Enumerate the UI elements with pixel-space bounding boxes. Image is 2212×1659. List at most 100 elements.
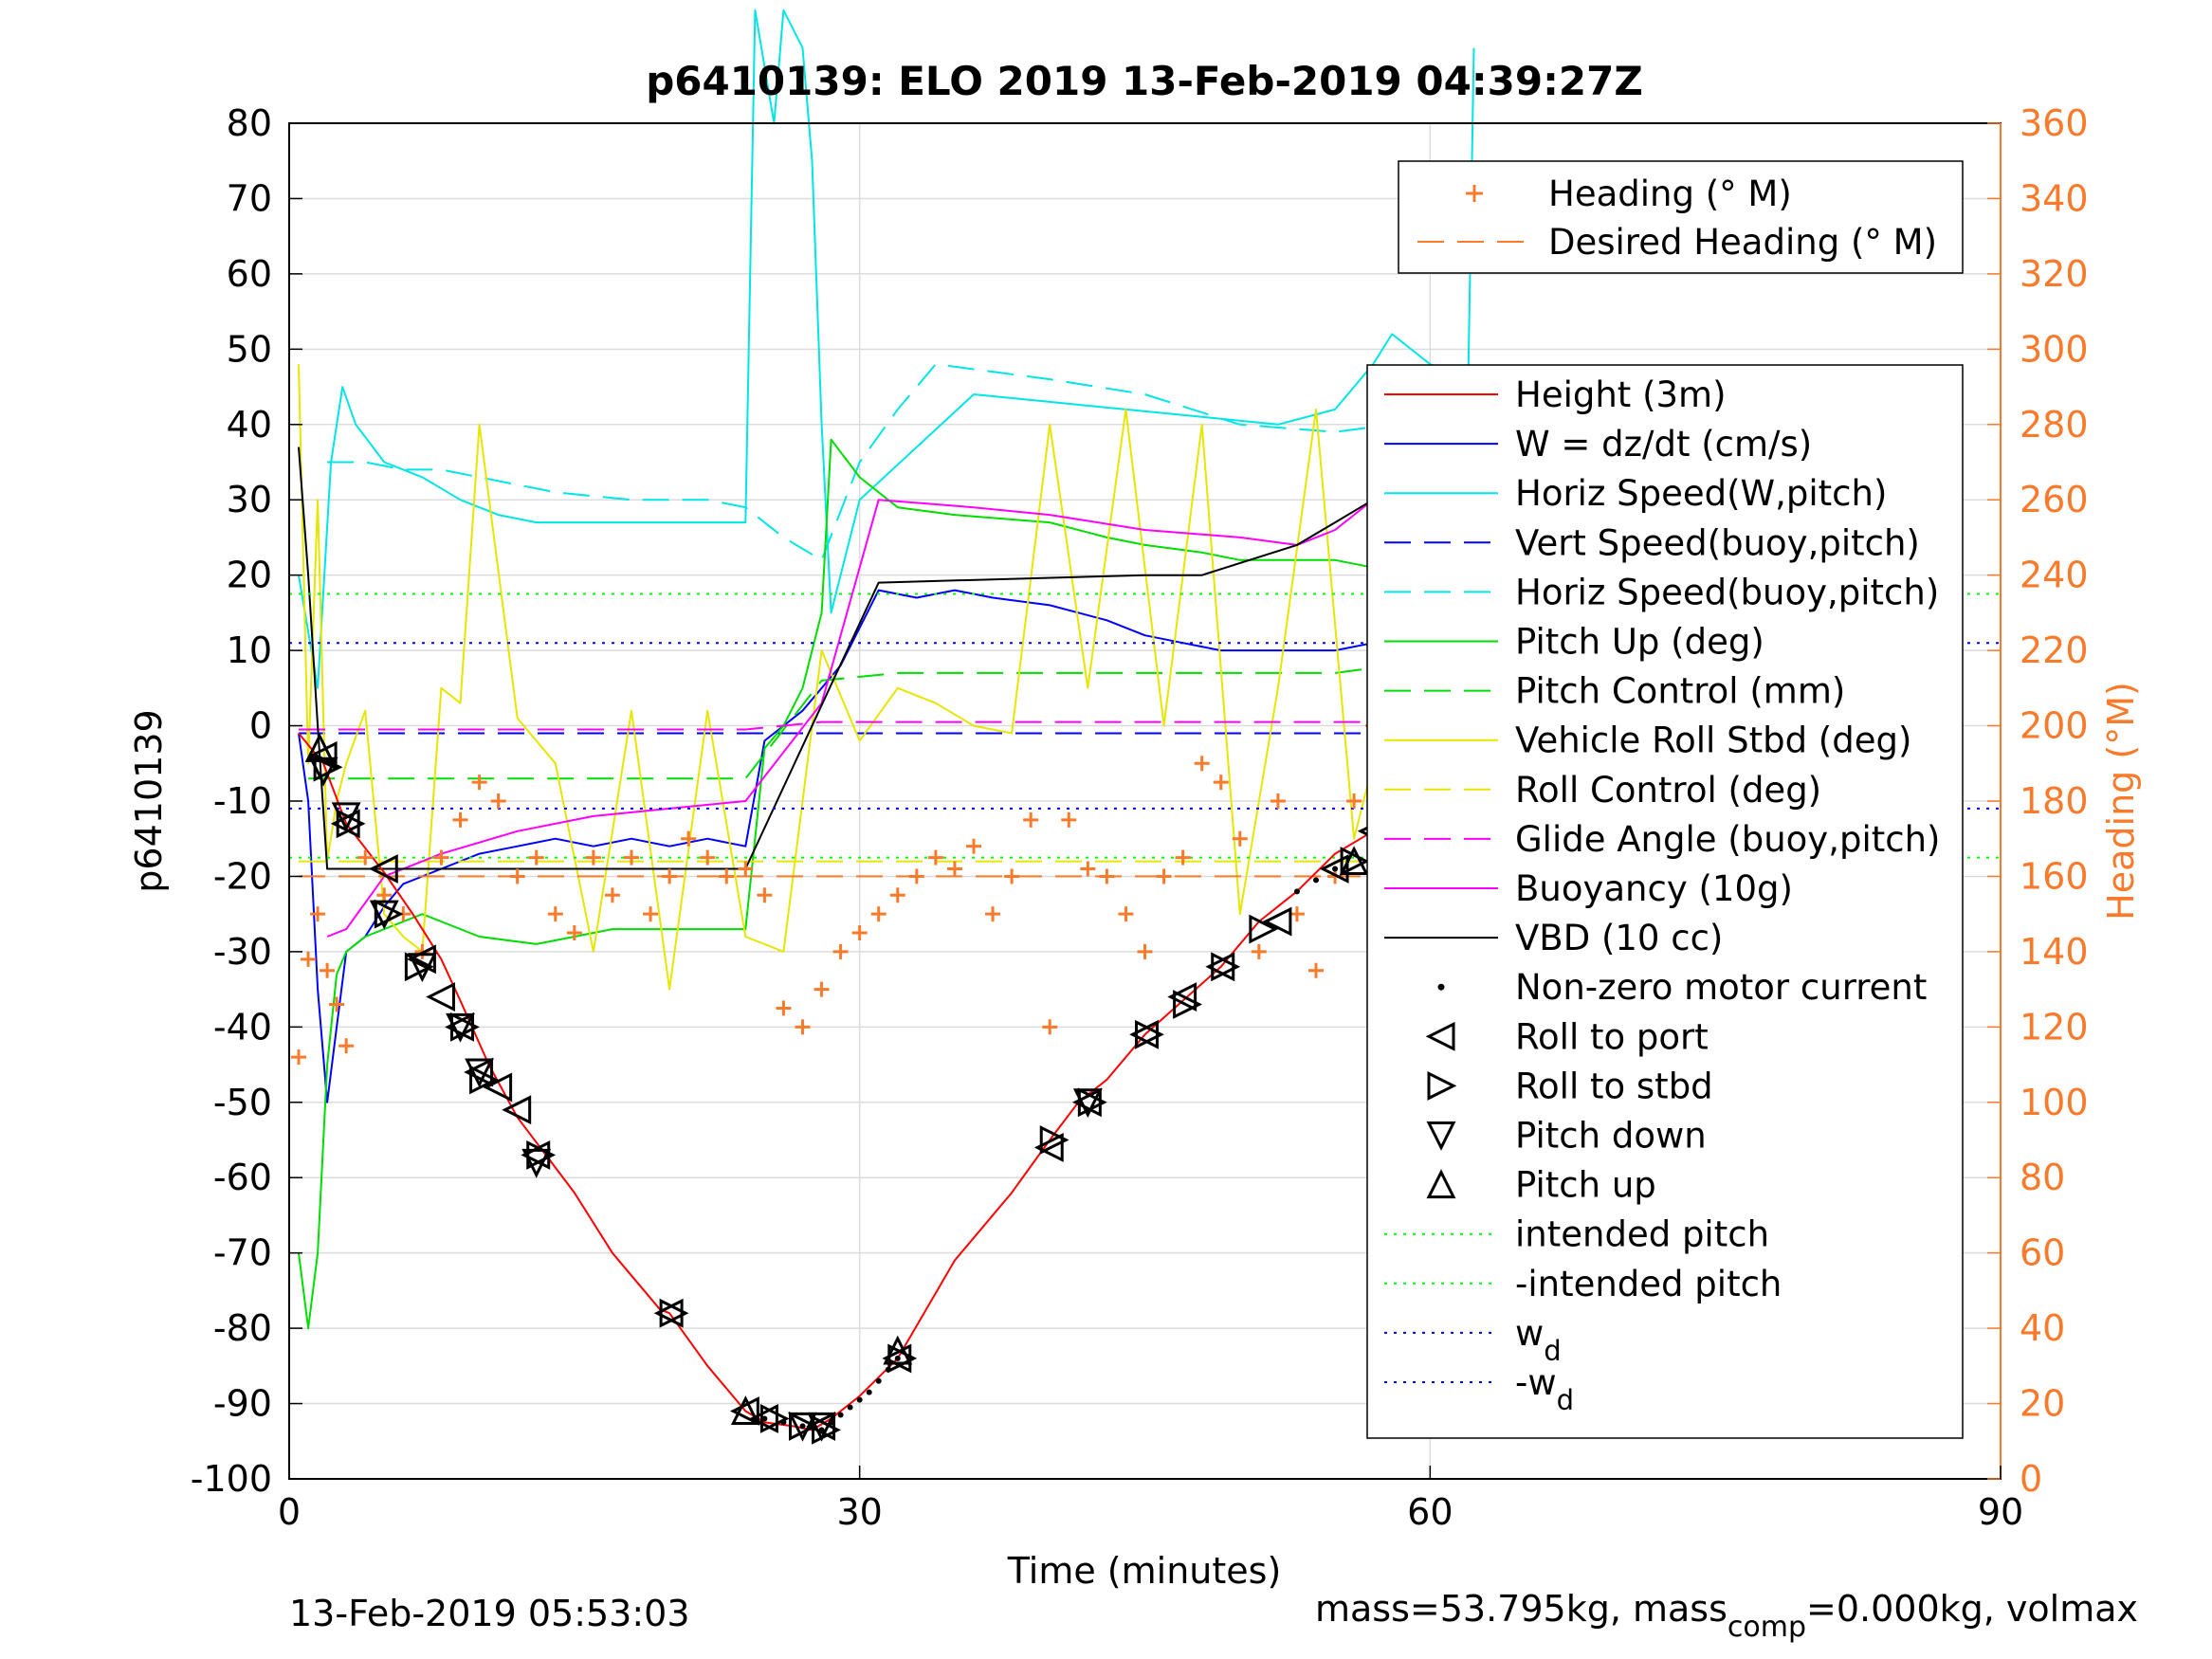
heading-point — [776, 1000, 792, 1016]
legend-label: intended pitch — [1515, 1214, 1769, 1255]
pitch-down-marker — [465, 1058, 494, 1088]
legend-label: -wd — [1515, 1362, 1574, 1416]
legend-label: Pitch down — [1515, 1116, 1707, 1157]
y-tick-label: -80 — [213, 1307, 272, 1349]
legend-label: Roll Control (deg) — [1515, 770, 1821, 811]
heading-point — [1270, 793, 1286, 809]
heading-point — [832, 943, 849, 959]
legend-marker-icon — [1426, 1121, 1456, 1151]
legend-item-pitch-control-mm-6: Pitch Control (mm) — [1384, 671, 1845, 712]
motor-current-dot — [1293, 888, 1300, 895]
legend-item-heading-m-0: Heading (° M) — [1466, 173, 1792, 214]
roll-to-stbd-marker — [1135, 1019, 1164, 1049]
legend-main: Height (3m) W = dz/dt (cm/s) Horiz Speed(W… — [1366, 364, 1964, 1439]
heading-point — [547, 906, 563, 922]
legend-label: Non-zero motor current — [1515, 967, 1927, 1008]
heading-point — [757, 887, 773, 903]
heading-point — [700, 849, 716, 866]
heading-point — [338, 1038, 355, 1054]
y-tick-label: 10 — [227, 629, 272, 671]
pitch-down-marker — [308, 757, 338, 787]
legend-marker-icon — [1425, 1021, 1455, 1051]
y-tick-label: -20 — [213, 855, 272, 897]
legend-label: -intended pitch — [1515, 1264, 1782, 1304]
heading-point — [889, 887, 905, 903]
roll-to-port-marker — [368, 854, 398, 884]
roll-to-port-marker — [445, 1012, 474, 1042]
legend-item-wd-20: -wd — [1384, 1362, 1574, 1416]
legend-item-intended-pitch-17: intended pitch — [1384, 1214, 1769, 1255]
y-right-tick-label: 40 — [2020, 1307, 2065, 1349]
roll-to-stbd-marker — [336, 809, 366, 839]
pitch-up-marker — [304, 733, 335, 762]
heading-point — [1251, 943, 1267, 959]
left-axis-ticks: 80 70 60 50 40 30 20 10 0 -10 -20 -30 -40 -50 -60 -70 -8… — [191, 102, 302, 1500]
roll-to-stbd-marker — [1211, 952, 1241, 982]
legend-item-glide-angle-buoy-pitch-9: Glide Angle (buoy,pitch) — [1384, 819, 1940, 860]
footer-mass: mass=53.795kg, masscomp=0.000kg, volmax — [1315, 1588, 2138, 1644]
y-tick-label: -30 — [213, 931, 272, 973]
legend-item-pitch-up-deg-5: Pitch Up (deg) — [1384, 622, 1764, 663]
y-tick-label: 30 — [227, 479, 272, 520]
roll-to-port-marker — [1033, 1133, 1064, 1162]
motor-current-dot — [875, 1377, 882, 1384]
pitch-up-marker — [730, 1395, 760, 1425]
heading-point — [1080, 861, 1096, 877]
motor-current-dot — [1313, 877, 1319, 884]
y-tick-label: 0 — [249, 705, 272, 747]
y-right-tick-label: 220 — [2020, 629, 2089, 671]
y-right-tick-label: 360 — [2020, 102, 2089, 144]
right-axis-ticks: 3603403203002802602402202001801601401201… — [1987, 102, 2089, 1500]
series-glide-angle-buoy-pitch — [299, 720, 1478, 731]
y-right-tick-label: 180 — [2020, 780, 2089, 822]
heading-point — [1308, 962, 1324, 978]
y-right-tick-label: 260 — [2020, 479, 2089, 520]
pitch-down-marker — [446, 1012, 475, 1043]
roll-to-stbd-marker — [812, 1414, 841, 1445]
heading-point — [1232, 830, 1248, 847]
legend-item-vehicle-roll-stbd-deg-7: Vehicle Roll Stbd (deg) — [1384, 720, 1911, 761]
heading-point — [662, 868, 678, 884]
y-tick-label: 50 — [227, 328, 272, 370]
roll-to-stbd-marker — [1249, 914, 1279, 944]
legend-item-non-zero-motor-current-12: Non-zero motor current — [1437, 967, 1927, 1008]
roll-to-port-marker — [502, 1095, 532, 1125]
legend-label: Horiz Speed(W,pitch) — [1515, 473, 1887, 514]
pitch-up-marker — [883, 1335, 913, 1365]
motor-current-dot — [799, 1423, 806, 1430]
heading-point — [566, 925, 582, 941]
heading-point — [528, 849, 544, 866]
x-tick-label: 60 — [1407, 1491, 1453, 1533]
heading-point — [376, 887, 393, 903]
heading-point — [357, 849, 374, 866]
roll-to-port-marker — [483, 1072, 513, 1103]
heading-point — [433, 849, 449, 866]
legend-item-intended-pitch-18: -intended pitch — [1384, 1264, 1782, 1304]
heading-point — [604, 887, 620, 903]
heading-point — [985, 906, 1001, 922]
heading-point — [1137, 943, 1153, 959]
legend-label: wd — [1515, 1313, 1562, 1367]
series-horiz-speed-w-pitch — [298, 9, 1475, 689]
heading-point — [1289, 906, 1305, 922]
heading-point — [509, 868, 525, 884]
heading-point — [908, 868, 924, 884]
pitch-down-marker — [407, 953, 437, 983]
heading-point — [1061, 811, 1077, 828]
y-axis-label: p6410139 — [128, 709, 170, 892]
roll-to-port-marker — [806, 1411, 836, 1441]
y-right-tick-label: 280 — [2020, 404, 2089, 446]
roll-to-stbd-marker — [659, 1298, 689, 1328]
heading-point — [927, 849, 943, 866]
heading-point — [1118, 906, 1134, 922]
y-right-tick-label: 60 — [2020, 1232, 2065, 1274]
legend-item-horiz-speed-w-pitch-2: Horiz Speed(W,pitch) — [1384, 473, 1887, 514]
motor-current-dot — [837, 1412, 844, 1418]
pitch-down-marker — [788, 1412, 817, 1442]
legend-main-box — [1366, 364, 1964, 1439]
y-tick-label: 70 — [227, 177, 272, 219]
y-tick-label: -50 — [213, 1082, 272, 1123]
heading-point — [291, 1049, 307, 1066]
y-tick-label: 80 — [227, 102, 272, 144]
heading-point — [1346, 793, 1362, 809]
